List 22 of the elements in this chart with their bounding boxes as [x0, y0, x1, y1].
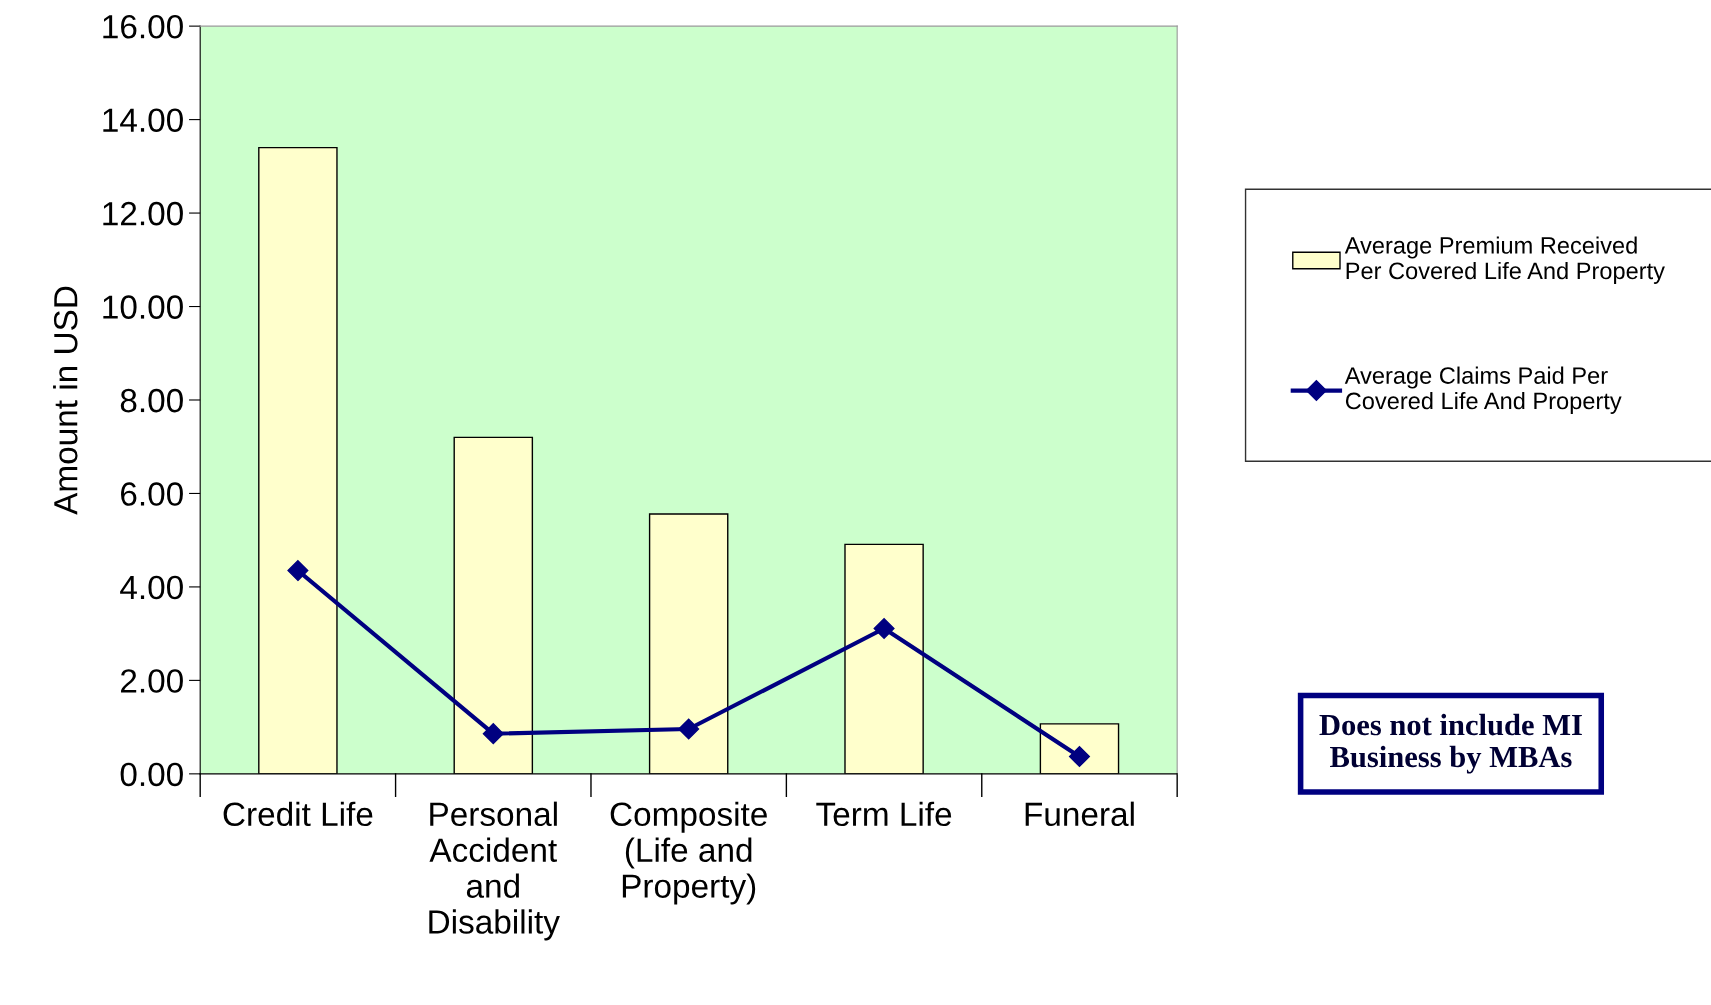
y-tick-label: 4.00 [120, 575, 183, 600]
legend-label: Average Claims Paid Per Covered Life And Property [1344, 366, 1622, 414]
point [678, 718, 700, 740]
x-tick-label: Term Life [816, 801, 952, 827]
y-tick-label: 14.00 [103, 108, 183, 132]
legend-label: Average Premium Received Per Covered Life And Property [1344, 236, 1665, 284]
point [287, 560, 309, 582]
x-tick-label: Funeral [1025, 801, 1134, 827]
y-tick-label: 0.00 [120, 762, 183, 787]
x-tick-label: Credit Life [223, 801, 373, 827]
y-tick-label: 8.00 [120, 388, 183, 413]
y-axis-title: Amount in USD [53, 286, 78, 515]
x-tick-label: Composite (Life and Property) [610, 801, 767, 905]
y-tick-label: 10.00 [103, 295, 183, 319]
x-tick-label: Personal Accident and Disability [429, 801, 560, 941]
y-tick-label: 2.00 [121, 669, 183, 693]
point [873, 617, 895, 640]
text: Does not include MI Business by MBAs [1319, 713, 1582, 774]
y-tick-label: 16.00 [103, 14, 183, 39]
point [482, 723, 504, 745]
y-tick-label: 12.00 [103, 201, 183, 226]
y-tick-label: 6.00 [121, 482, 183, 506]
